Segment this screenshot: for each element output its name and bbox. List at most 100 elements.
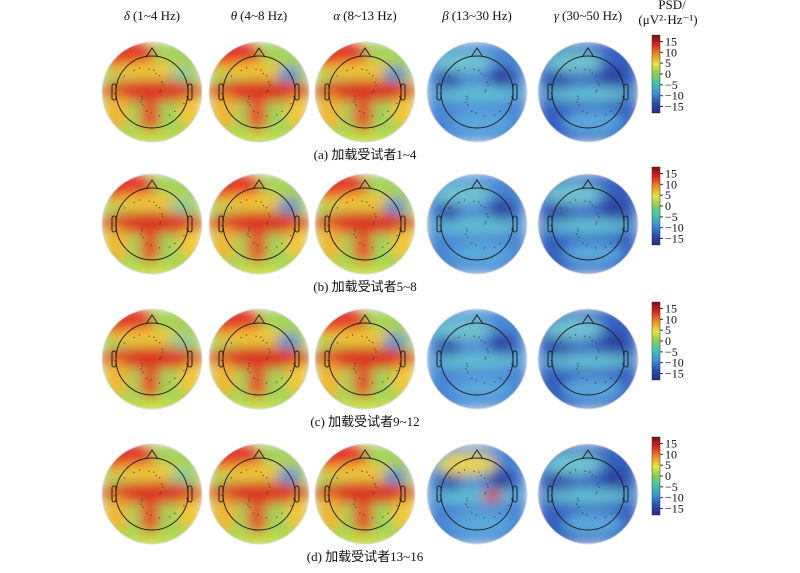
electrode — [262, 204, 264, 207]
electrode — [399, 498, 401, 500]
electrode — [466, 227, 468, 229]
electrode — [150, 112, 152, 114]
electrode — [148, 335, 150, 337]
electrode — [368, 204, 370, 207]
electrode — [582, 242, 584, 244]
electrode — [162, 84, 164, 86]
electrode — [186, 228, 188, 230]
topomap — [208, 173, 310, 275]
electrode — [230, 477, 232, 479]
electrode — [551, 85, 554, 87]
electrode — [354, 95, 356, 97]
electrode — [440, 487, 443, 489]
electrode — [372, 223, 374, 225]
colorbar — [651, 436, 661, 516]
ear-right-icon — [400, 83, 406, 101]
colorbar — [651, 301, 661, 381]
colorbar-tick-label: −5 — [665, 78, 678, 92]
electrode — [240, 336, 242, 339]
electrode — [123, 207, 125, 209]
topomap — [426, 173, 528, 275]
electrode — [471, 512, 473, 514]
electrode — [266, 358, 268, 360]
electrode — [158, 247, 161, 249]
electrode — [480, 474, 482, 477]
electrode — [114, 494, 116, 497]
electrode — [396, 235, 398, 237]
electrode — [262, 72, 264, 75]
ear-left-icon — [324, 485, 330, 503]
electrode — [396, 103, 398, 105]
electrode — [146, 110, 148, 112]
colorbar-tick-label: −10 — [665, 491, 684, 505]
electrode — [448, 477, 450, 479]
colorbar-tick-label: 15 — [665, 167, 677, 181]
electrode — [162, 351, 164, 353]
colorbar-tick-label: 10 — [665, 177, 677, 191]
electrode — [478, 471, 480, 473]
electrode — [221, 92, 223, 95]
topomap — [537, 41, 639, 143]
electrode — [366, 69, 368, 71]
electrode — [355, 371, 357, 373]
electrode — [138, 469, 141, 471]
colorbar-tick-label: −15 — [665, 367, 684, 381]
colorbar-tick-label: −5 — [665, 210, 678, 224]
electrode — [586, 112, 588, 114]
band-header: β (13~30 Hz) — [441, 8, 512, 23]
electrode — [371, 382, 374, 384]
electrode — [155, 72, 157, 75]
electrode — [574, 334, 577, 336]
electrode — [257, 112, 259, 114]
electrode — [478, 201, 480, 203]
electrode — [499, 242, 501, 244]
electrode — [161, 348, 163, 350]
ear-right-icon — [294, 350, 300, 368]
colorbar-label: PSD/ — [658, 0, 686, 12]
electrode — [448, 75, 450, 77]
electrode — [594, 115, 597, 117]
electrode — [551, 217, 554, 219]
electrode — [115, 352, 118, 354]
electrode — [466, 500, 468, 502]
electrode — [328, 352, 331, 354]
electrode — [293, 363, 295, 365]
electrode — [276, 381, 278, 383]
nose-icon — [252, 47, 266, 58]
electrode — [578, 506, 580, 508]
electrode — [114, 224, 116, 227]
electrode — [605, 114, 607, 116]
electrode — [596, 89, 598, 91]
electrode — [266, 477, 268, 479]
electrode — [174, 377, 176, 379]
electrode — [396, 505, 398, 507]
electrode — [265, 247, 268, 249]
electrode — [142, 371, 144, 373]
electrode — [355, 506, 357, 508]
electrode — [465, 503, 467, 505]
electrode — [248, 365, 250, 367]
electrode — [328, 85, 331, 87]
band-header: δ (1~4 Hz) — [124, 8, 180, 23]
electrode — [475, 244, 477, 246]
electrode — [266, 342, 268, 344]
electrode — [375, 84, 377, 86]
ear-left-icon — [111, 215, 117, 233]
electrode — [255, 200, 257, 202]
electrode — [375, 351, 377, 353]
colorbar-tick-label: 15 — [665, 437, 677, 451]
electrode — [245, 199, 248, 201]
electrode — [478, 336, 480, 338]
electrode — [458, 336, 460, 339]
ear-right-icon — [294, 215, 300, 233]
electrode — [138, 67, 141, 69]
electrode — [148, 470, 150, 472]
electrode — [248, 500, 250, 502]
electrode — [249, 371, 251, 373]
electrode — [354, 497, 356, 499]
electrode — [610, 242, 612, 244]
electrode — [150, 514, 152, 516]
electrode — [584, 200, 586, 202]
topomap — [208, 41, 310, 143]
electrode — [142, 506, 144, 508]
